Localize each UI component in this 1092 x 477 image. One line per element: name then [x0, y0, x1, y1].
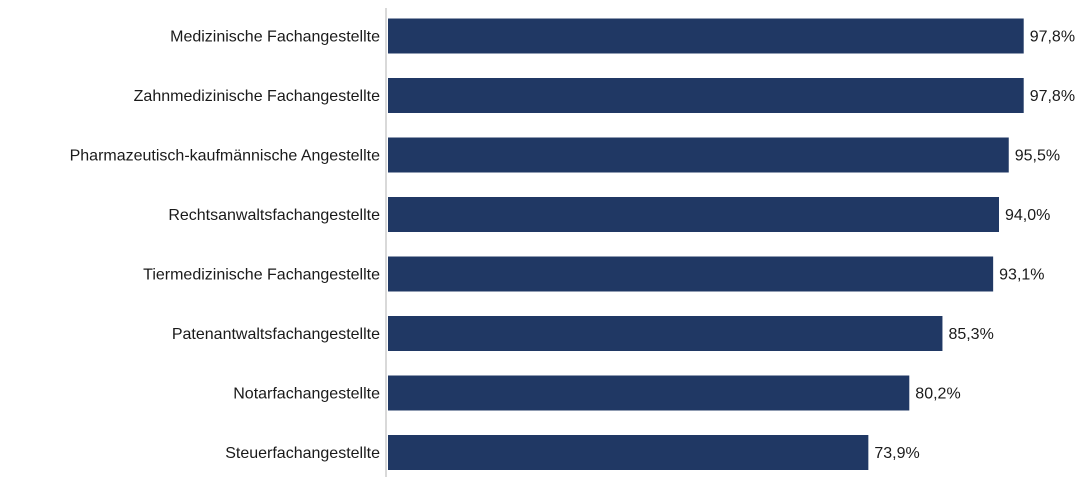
bar: [388, 18, 1024, 54]
value-label: 97,8%: [1030, 88, 1075, 105]
category-labels: Medizinische Fachangestellte Zahnmedizini…: [70, 29, 380, 463]
bar: [388, 197, 999, 232]
value-label: 93,1%: [999, 267, 1044, 284]
value-label: 73,9%: [874, 445, 919, 462]
value-labels: 97,8% 97,8% 95,5% 94,0% 93,1% 85,3% 80,2% 73,9%: [874, 29, 1075, 463]
category-label: Medizinische Fachangestellte: [170, 29, 380, 46]
category-label: Zahnmedizinische Fachangestellte: [134, 88, 380, 105]
category-label: Steuerfachangestellte: [225, 445, 380, 462]
category-label: Notarfachangestellte: [233, 386, 380, 403]
value-label: 94,0%: [1005, 207, 1050, 224]
category-label: Rechtsanwaltsfachangestellte: [168, 207, 380, 224]
value-label: 97,8%: [1030, 29, 1075, 46]
bar: [388, 316, 943, 351]
bar: [388, 256, 994, 292]
category-label: Patenantwaltsfachangestellte: [172, 326, 380, 343]
value-label: 85,3%: [948, 326, 993, 343]
bar: [388, 78, 1024, 113]
value-label: 95,5%: [1015, 148, 1060, 165]
category-label: Tiermedizinische Fachangestellte: [143, 267, 380, 284]
category-label: Pharmazeutisch-kaufmännische Angestellte: [70, 148, 380, 165]
value-label: 80,2%: [915, 386, 960, 403]
bars: [388, 18, 1024, 470]
bar: [388, 137, 1009, 173]
bar: [388, 375, 910, 411]
bar: [388, 435, 869, 470]
